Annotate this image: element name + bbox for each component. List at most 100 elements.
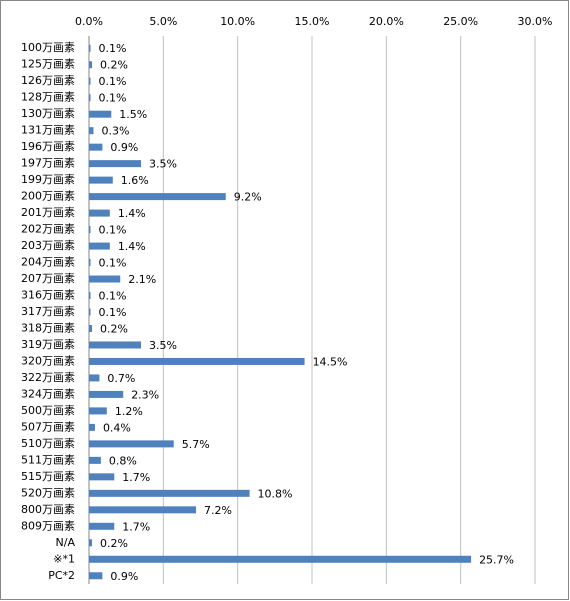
y-tick-label: 511万画素 <box>21 453 75 466</box>
bar <box>89 506 197 514</box>
value-label: 3.5% <box>149 339 177 352</box>
y-tick-label: 324万画素 <box>21 387 75 400</box>
bar <box>89 275 121 283</box>
bar <box>89 522 115 530</box>
bar <box>89 489 250 497</box>
value-label: 3.5% <box>149 158 177 171</box>
y-tick-label: PC*2 <box>48 569 75 582</box>
bar <box>89 440 174 448</box>
bar <box>89 292 91 300</box>
x-tick-label: 5.0% <box>149 15 177 28</box>
bar <box>89 143 103 151</box>
bar <box>89 572 103 580</box>
value-label: 0.9% <box>110 570 138 583</box>
y-tick-label: 800万画素 <box>21 503 75 516</box>
y-tick-label: N/A <box>56 536 76 549</box>
bar <box>89 94 91 102</box>
y-tick-label: 510万画素 <box>21 437 75 450</box>
value-label: 0.2% <box>100 322 128 335</box>
y-tick-label: 130万画素 <box>21 107 75 120</box>
bar <box>89 110 112 118</box>
value-label: 0.7% <box>107 372 135 385</box>
bar <box>89 357 305 365</box>
value-label: 0.1% <box>98 257 126 270</box>
value-label: 1.7% <box>122 471 150 484</box>
y-tick-label: 125万画素 <box>21 58 75 71</box>
value-label: 10.8% <box>258 487 293 500</box>
x-tick-label: 0.0% <box>75 15 103 28</box>
value-label: 0.9% <box>110 141 138 154</box>
value-label: 0.2% <box>100 59 128 72</box>
bar <box>89 308 91 316</box>
bar <box>89 324 92 332</box>
y-tick-label: 500万画素 <box>21 404 75 417</box>
bar <box>89 374 100 382</box>
value-label: 0.2% <box>100 537 128 550</box>
x-tick-label: 20.0% <box>369 15 404 28</box>
value-label: 0.4% <box>103 421 131 434</box>
y-tick-label: 507万画素 <box>21 420 75 433</box>
y-tick-label: 202万画素 <box>21 223 75 236</box>
value-label: 0.8% <box>109 454 137 467</box>
y-tick-label: 131万画素 <box>21 124 75 137</box>
value-label: 5.7% <box>182 438 210 451</box>
y-tick-label: 316万画素 <box>21 289 75 302</box>
bar <box>89 176 113 184</box>
value-label: 25.7% <box>479 553 514 566</box>
bar <box>89 390 124 398</box>
y-tick-label: 203万画素 <box>21 239 75 252</box>
bar <box>89 209 110 217</box>
value-label: 0.1% <box>98 42 126 55</box>
y-tick-label: 100万画素 <box>21 41 75 54</box>
bar <box>89 473 115 481</box>
bar <box>89 160 142 168</box>
bar <box>89 456 101 464</box>
bar <box>89 61 92 69</box>
y-tick-label: 322万画素 <box>21 371 75 384</box>
y-tick-label: 128万画素 <box>21 91 75 104</box>
bar <box>89 555 472 563</box>
bar <box>89 407 107 415</box>
y-tick-label: 317万画素 <box>21 305 75 318</box>
y-tick-label: ※*1 <box>53 552 75 565</box>
y-tick-label: 200万画素 <box>21 190 75 203</box>
bar <box>89 539 92 547</box>
y-tick-label: 199万画素 <box>21 173 75 186</box>
bar <box>89 242 110 250</box>
value-label: 2.3% <box>131 388 159 401</box>
value-label: 0.1% <box>98 75 126 88</box>
bar <box>89 226 91 234</box>
bar <box>89 127 94 135</box>
y-tick-label: 196万画素 <box>21 140 75 153</box>
y-tick-label: 809万画素 <box>21 519 75 532</box>
bar <box>89 77 91 85</box>
bar <box>89 423 95 431</box>
y-tick-label: 318万画素 <box>21 321 75 334</box>
value-label: 14.5% <box>313 355 348 368</box>
value-label: 1.5% <box>119 108 147 121</box>
value-label: 9.2% <box>234 191 262 204</box>
y-tick-label: 207万画素 <box>21 272 75 285</box>
value-label: 1.6% <box>121 174 149 187</box>
value-label: 1.2% <box>115 405 143 418</box>
bar <box>89 193 226 201</box>
y-tick-label: 204万画素 <box>21 256 75 269</box>
bar <box>89 341 142 349</box>
value-label: 0.1% <box>98 224 126 237</box>
y-tick-label: 201万画素 <box>21 206 75 219</box>
x-tick-label: 15.0% <box>295 15 330 28</box>
value-label: 0.1% <box>98 290 126 303</box>
value-label: 0.1% <box>98 306 126 319</box>
x-tick-label: 25.0% <box>443 15 478 28</box>
bar <box>89 259 91 267</box>
y-tick-label: 319万画素 <box>21 338 75 351</box>
value-label: 1.7% <box>122 520 150 533</box>
value-label: 0.1% <box>98 92 126 105</box>
value-label: 2.1% <box>128 273 156 286</box>
y-tick-label: 320万画素 <box>21 354 75 367</box>
value-label: 1.4% <box>118 207 146 220</box>
y-tick-label: 520万画素 <box>21 486 75 499</box>
value-label: 0.3% <box>101 125 129 138</box>
